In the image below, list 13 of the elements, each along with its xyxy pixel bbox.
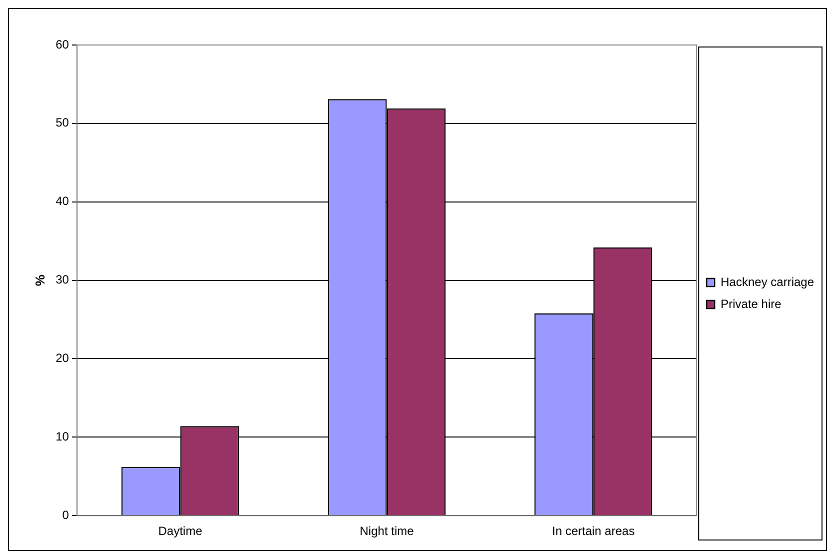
y-tick-label: 50 [56,116,70,130]
legend-label: Private hire [720,296,782,311]
y-tick-label: 40 [56,194,70,208]
y-tick-label: 0 [62,508,70,522]
legend-label: Hackney carriage [720,274,814,289]
y-axis-title: % [32,274,48,286]
x-tick-label: Night time [360,524,414,538]
y-tick-label: 60 [56,37,70,52]
x-tick-label: Daytime [158,524,203,538]
x-tick-label: In certain areas [552,524,635,538]
y-tick-label: 20 [56,351,70,366]
y-tick-label: 10 [56,429,70,444]
y-tick-label: 30 [56,272,70,287]
